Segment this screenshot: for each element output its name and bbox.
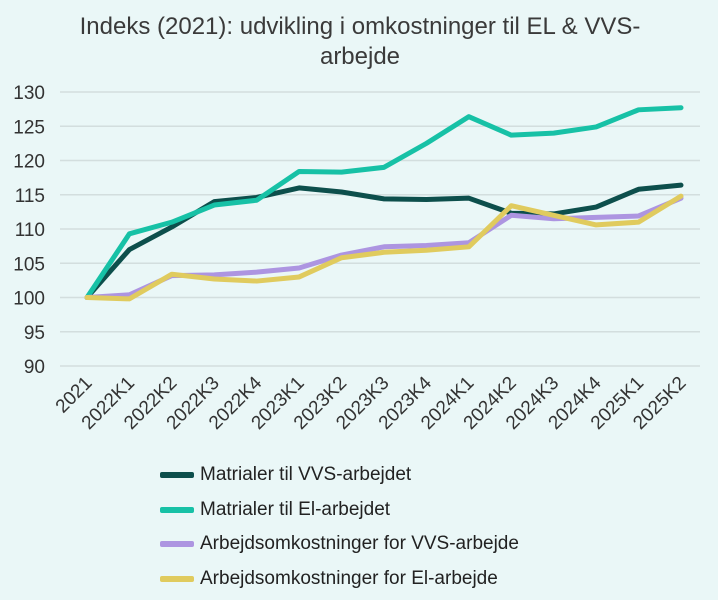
y-tick-label: 90 [24, 357, 45, 378]
legend-item: Arbejdsomkostninger for VVS-arbejde [160, 533, 519, 555]
legend-item: Arbejdsomkostninger for El-arbejde [160, 568, 498, 590]
y-tick-label: 120 [13, 152, 45, 173]
y-tick-label: 125 [13, 117, 45, 138]
series-line [84, 182, 684, 300]
series-line [84, 193, 684, 302]
y-tick-label: 110 [15, 220, 45, 241]
legend-item: Matrialer til El-arbejdet [160, 499, 390, 521]
y-tick-label: 100 [13, 289, 45, 310]
legend-label: Arbejdsomkostninger for El-arbejde [200, 567, 498, 589]
legend-label: Matrialer til El-arbejdet [200, 498, 391, 520]
series-line [84, 195, 684, 300]
legend-item: Matrialer til VVS-arbejdet [160, 464, 411, 486]
legend-swatch [160, 541, 194, 547]
chart-title: Indeks (2021): udvikling i omkostninger … [79, 13, 641, 70]
y-tick-label: 105 [13, 254, 45, 275]
y-tick-label: 130 [13, 83, 45, 104]
legend-swatch [160, 506, 194, 513]
y-tick-label: 95 [24, 323, 45, 344]
y-tick-label: 115 [15, 186, 45, 207]
legend-label: Matrialer til VVS-arbejdet [200, 464, 412, 485]
legend-label: Arbejdsomkostninger for VVS-arbejde [200, 533, 519, 554]
legend-swatch [160, 575, 194, 582]
series-line [84, 105, 684, 300]
legend-swatch [160, 472, 194, 478]
